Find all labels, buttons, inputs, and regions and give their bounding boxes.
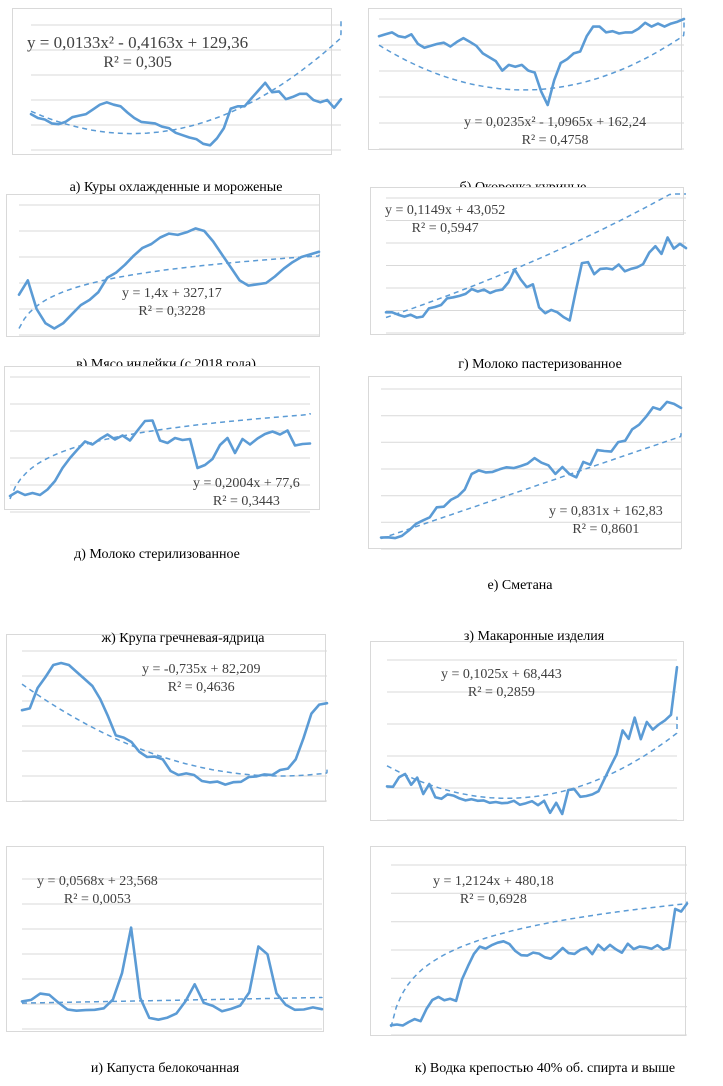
chart-panel-i: y = 0,0568x + 23,568 R² = 0,0053 bbox=[6, 846, 324, 1032]
trend-equation-i: y = 0,0568x + 23,568 R² = 0,0053 bbox=[37, 873, 158, 908]
series-line bbox=[385, 665, 679, 816]
chart-svg-c bbox=[17, 204, 321, 336]
equation-text: y = 1,4x + 327,17 bbox=[122, 286, 222, 301]
r-squared-text: R² = 0,4636 bbox=[167, 679, 235, 695]
equation-text: y = -0,735x + 82,209 bbox=[142, 662, 261, 677]
chart-panel-g: y = -0,735x + 82,209 R² = 0,4636 bbox=[6, 634, 329, 802]
trend-line bbox=[30, 21, 342, 135]
equation-text: y = 0,2004x + 77,6 bbox=[193, 476, 300, 491]
trend-equation-d: y = 0,1149x + 43,052 R² = 0,5947 bbox=[385, 202, 505, 237]
series-line bbox=[17, 227, 321, 330]
chart-svg-f bbox=[379, 388, 683, 550]
chart-caption-h: з) Макаронные изделия bbox=[463, 629, 605, 644]
chart-panel-h: y = 0,1025x + 68,443 R² = 0,2859 bbox=[370, 641, 684, 821]
chart-panel-e: y = 0,2004x + 77,6 R² = 0,3443 bbox=[4, 366, 320, 513]
r-squared-text: R² = 0,5947 bbox=[411, 220, 479, 236]
trend-line bbox=[390, 901, 688, 1028]
r-squared-text: R² = 0,305 bbox=[103, 54, 172, 72]
chart-panel-a: y = 0,0133x² - 0,4163x + 129,36 R² = 0,30… bbox=[12, 8, 343, 155]
trend-line bbox=[385, 193, 686, 319]
trend-line bbox=[9, 413, 311, 500]
chart-caption-e: д) Молоко стерилизованное bbox=[74, 547, 240, 562]
r-squared-text: R² = 0,2859 bbox=[467, 684, 535, 700]
series-line bbox=[29, 81, 343, 147]
trend-line bbox=[386, 716, 678, 800]
chart-caption-j: к) Водка крепостью 40% об. спирта и выше bbox=[414, 1061, 676, 1076]
equation-text: y = 0,1025x + 68,443 bbox=[441, 667, 562, 682]
r-squared-text: R² = 0,3443 bbox=[212, 493, 280, 509]
series-line bbox=[20, 661, 329, 786]
series-line bbox=[377, 17, 686, 107]
equation-text: y = 1,2124x + 480,18 bbox=[433, 874, 554, 889]
trend-equation-h: y = 0,1025x + 68,443 R² = 0,2859 bbox=[441, 666, 562, 701]
trend-equation-f: y = 0,831x + 162,83 R² = 0,8601 bbox=[549, 503, 663, 538]
chart-caption-a: а) Куры охлажденные и мороженые bbox=[69, 180, 283, 195]
equation-text: y = 0,0133x² - 0,4163x + 129,36 bbox=[27, 33, 249, 52]
equation-text: y = 0,0568x + 23,568 bbox=[37, 874, 158, 889]
series-line bbox=[389, 902, 689, 1027]
chart-caption-g: ж) Крупа гречневая-ядрица bbox=[101, 631, 265, 646]
chart-panel-b: y = 0,0235x² - 1,0965x + 162,24 R² = 0,47… bbox=[368, 8, 686, 150]
trend-equation-g: y = -0,735x + 82,209 R² = 0,4636 bbox=[142, 661, 260, 696]
trend-equation-b: y = 0,0235x² - 1,0965x + 162,24 R² = 0,47… bbox=[464, 114, 646, 149]
equation-text: y = 0,0235x² - 1,0965x + 162,24 bbox=[464, 115, 647, 130]
r-squared-text: R² = 0,8601 bbox=[572, 521, 640, 537]
equation-text: y = 0,1149x + 43,052 bbox=[385, 203, 506, 218]
trend-line bbox=[378, 19, 685, 91]
r-squared-text: R² = 0,0053 bbox=[63, 891, 131, 907]
r-squared-text: R² = 0,4758 bbox=[521, 132, 589, 148]
chart-svg-i bbox=[20, 878, 324, 1030]
chart-panel-d: y = 0,1149x + 43,052 R² = 0,5947 bbox=[370, 187, 688, 335]
chart-caption-d: г) Молоко пастеризованное bbox=[458, 357, 622, 372]
chart-panel-j: y = 1,2124x + 480,18 R² = 0,6928 bbox=[370, 846, 689, 1036]
chart-svg-a bbox=[29, 21, 343, 151]
chart-panel-c: y = 1,4x + 327,17 R² = 0,3228 bbox=[6, 194, 321, 337]
trend-equation-j: y = 1,2124x + 480,18 R² = 0,6928 bbox=[433, 873, 554, 908]
series-line bbox=[20, 926, 324, 1021]
series-line bbox=[384, 236, 688, 322]
chart-panel-f: y = 0,831x + 162,83 R² = 0,8601 bbox=[368, 376, 683, 550]
chart-svg-j bbox=[389, 864, 689, 1036]
chart-caption-f: е) Сметана bbox=[487, 578, 553, 593]
chart-svg-b bbox=[377, 17, 686, 150]
chart-caption-i: и) Капуста белокочанная bbox=[90, 1061, 240, 1076]
equation-text: y = 0,831x + 162,83 bbox=[549, 504, 663, 519]
trend-equation-a: y = 0,0133x² - 0,4163x + 129,36 R² = 0,30… bbox=[27, 32, 248, 73]
r-squared-text: R² = 0,6928 bbox=[459, 891, 527, 907]
series-line bbox=[8, 419, 312, 498]
chart-svg-d bbox=[384, 193, 688, 334]
series-line bbox=[379, 400, 683, 540]
trend-line bbox=[380, 429, 682, 540]
trend-equation-e: y = 0,2004x + 77,6 R² = 0,3443 bbox=[193, 475, 300, 510]
trend-equation-c: y = 1,4x + 327,17 R² = 0,3228 bbox=[122, 285, 222, 320]
chart-svg-h bbox=[385, 659, 679, 821]
trend-line bbox=[21, 996, 323, 1004]
r-squared-text: R² = 0,3228 bbox=[138, 303, 206, 319]
chart-svg-g bbox=[20, 650, 329, 802]
trend-line bbox=[21, 683, 328, 777]
chart-svg-e bbox=[8, 376, 312, 513]
